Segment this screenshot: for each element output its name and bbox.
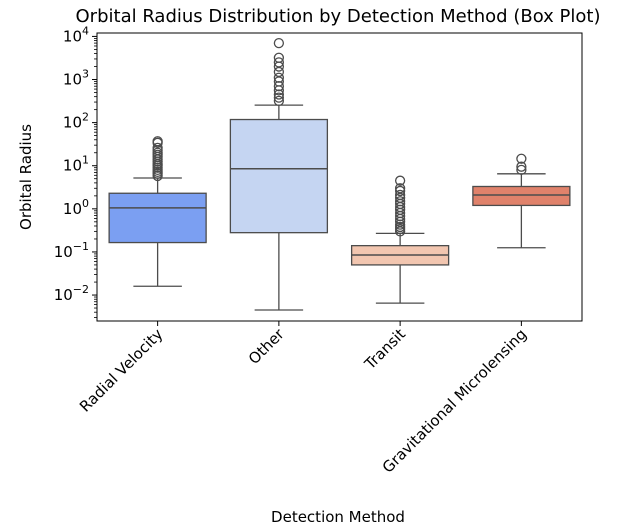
y-tick-label: 103 [63,68,89,89]
y-tick-label: 10−1 [54,240,89,261]
y-tick-label: 102 [63,111,89,132]
outlier-point [273,95,285,106]
outlier-point [394,189,406,201]
outlier-point [152,136,163,147]
box-group [229,37,329,311]
y-tick-label: 100 [63,197,89,218]
outlier-point [273,92,285,103]
y-tick-label: 101 [63,154,89,175]
x-axis-label: Detection Method [271,508,405,526]
box-iqr [108,192,207,244]
outlier-point [273,37,285,49]
y-tick-label: 104 [63,24,89,45]
box-iqr [472,185,571,207]
outlier-point [394,175,406,186]
outlier-point [273,57,285,68]
y-axis: 10−2 10−1 100 101 102 103 104 [54,24,97,318]
box-iqr [229,118,329,234]
outlier-point [394,196,406,207]
outlier-point [394,185,406,197]
box-group [108,136,207,287]
x-tick-label: Other [245,325,288,368]
outlier-point [273,89,285,100]
outlier-point [273,72,285,83]
chart-title: Orbital Radius Distribution by Detection… [76,6,601,27]
outlier-point [516,164,527,176]
x-axis: Radial Velocity Other TransitGravitational… [76,321,530,477]
box-group [350,175,450,304]
y-axis-label: Orbital Radius [17,124,35,230]
y-tick-label: 10−2 [54,283,89,304]
outlier-point [394,183,406,194]
boxes-layer [108,37,571,311]
outlier-point [516,153,527,164]
x-tick-label: Radial Velocity [76,325,167,416]
x-tick-label: Transit [360,325,409,374]
plot-frame [96,32,583,322]
x-tick-label: Gravitational Microlensing [379,325,530,476]
outlier-point [152,147,163,158]
box-group [472,153,571,249]
outlier-point [273,52,285,63]
outlier-point [152,142,163,153]
outlier-point [516,161,527,172]
